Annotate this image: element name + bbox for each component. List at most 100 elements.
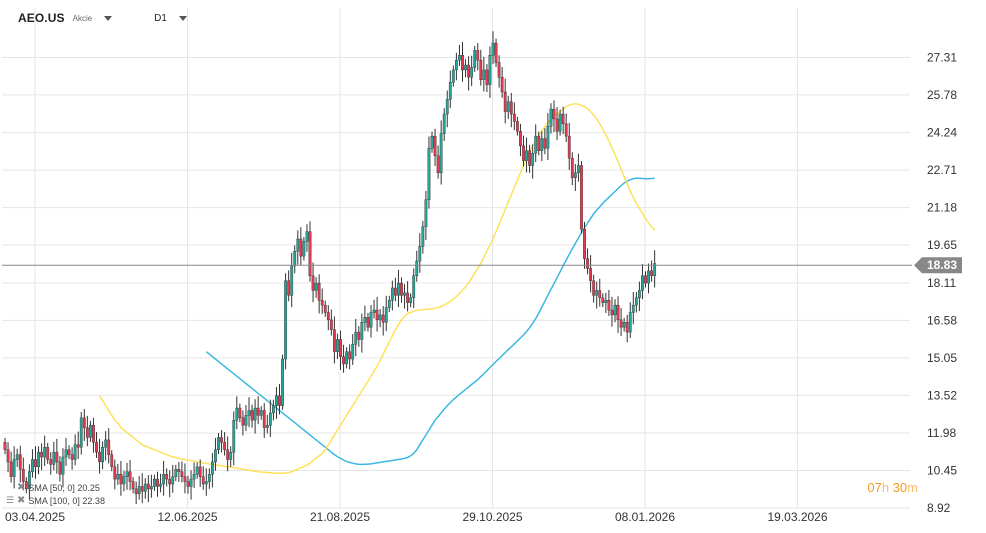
- candle: [403, 284, 406, 309]
- x-tick-label: 19.03.2026: [767, 510, 827, 524]
- candle-body: [265, 424, 269, 428]
- candle-body: [293, 251, 297, 267]
- candle: [149, 474, 153, 498]
- candle-body: [198, 466, 202, 477]
- candle-body: [229, 451, 233, 460]
- candle: [31, 449, 34, 478]
- candle: [409, 293, 413, 308]
- candle: [580, 161, 583, 234]
- candle: [558, 109, 562, 136]
- candle-body: [561, 113, 565, 125]
- legend-row-sma50: ✖ SMA [50, 0] 20.25: [6, 481, 105, 494]
- candle-body: [149, 486, 153, 490]
- candle-body: [79, 417, 83, 448]
- candle-body: [403, 292, 406, 296]
- candle-body: [653, 263, 657, 276]
- candle: [223, 432, 226, 456]
- candle-body: [37, 451, 40, 468]
- candle-body: [375, 309, 379, 321]
- candle-body: [311, 275, 315, 291]
- candle-body: [238, 407, 242, 419]
- candle: [638, 281, 641, 312]
- candle-body: [619, 319, 623, 328]
- candle-body: [345, 351, 348, 365]
- candle: [308, 221, 312, 282]
- candle-body: [436, 155, 440, 174]
- symbol-dropdown-icon[interactable]: [104, 15, 113, 21]
- candle-body: [467, 64, 470, 78]
- candle: [613, 299, 617, 323]
- candle-body: [128, 471, 132, 482]
- candle-body: [113, 466, 117, 480]
- candle-body: [573, 172, 577, 178]
- candle-body: [430, 135, 434, 149]
- candle: [67, 445, 71, 459]
- candle: [351, 334, 355, 365]
- candle: [439, 120, 443, 185]
- candle-body: [131, 481, 135, 490]
- candle-body: [168, 478, 172, 485]
- candle: [348, 344, 352, 370]
- candles: [3, 31, 657, 505]
- candle: [333, 316, 336, 364]
- candle: [3, 437, 7, 455]
- candle-body: [336, 339, 339, 352]
- menu-icon[interactable]: ☰: [6, 495, 15, 505]
- candle: [268, 399, 272, 437]
- candle: [644, 271, 647, 288]
- candle: [375, 296, 379, 332]
- candle-body: [351, 344, 355, 360]
- candle: [372, 299, 376, 319]
- countdown-minutes-unit: m: [907, 480, 918, 495]
- candle: [195, 462, 199, 479]
- candle: [159, 473, 162, 493]
- symbol-name[interactable]: AEO.US: [18, 11, 65, 25]
- candle-body: [34, 459, 37, 468]
- candle: [110, 450, 114, 472]
- candle-body: [333, 329, 336, 352]
- timeframe-label[interactable]: D1: [154, 12, 167, 24]
- candle-body: [116, 473, 120, 480]
- candle: [607, 289, 611, 316]
- candle-body: [262, 410, 266, 428]
- candle: [287, 270, 291, 302]
- candle-body: [528, 150, 532, 166]
- candle-body: [253, 407, 257, 421]
- candle-body: [586, 258, 589, 269]
- candle-body: [320, 300, 324, 306]
- candle: [430, 131, 434, 153]
- candle-body: [140, 486, 144, 492]
- y-tick-label: 8.92: [927, 501, 951, 515]
- candle-body: [570, 157, 574, 178]
- candle-body: [363, 317, 367, 323]
- candle-body: [247, 410, 251, 416]
- candle: [464, 59, 467, 78]
- candle-body: [46, 447, 50, 460]
- y-tick-label: 18.11: [927, 276, 956, 290]
- candle-body: [58, 461, 62, 475]
- candle-body: [122, 476, 126, 485]
- candle: [363, 305, 367, 332]
- y-axis: 27.31 25.78 24.24 22.71 21.18 19.65 18.11 16.58…: [927, 50, 957, 515]
- remove-sma50-icon[interactable]: ✖: [17, 482, 26, 493]
- candle: [628, 302, 632, 338]
- timeframe-dropdown-icon[interactable]: [178, 15, 187, 21]
- candle: [592, 274, 596, 303]
- candle: [467, 56, 470, 91]
- candle-body: [95, 442, 98, 453]
- remove-sma100-icon[interactable]: ✖: [17, 495, 26, 506]
- candle-body: [512, 113, 516, 122]
- candle: [37, 446, 40, 475]
- candle: [296, 230, 300, 265]
- countdown-hours-unit: h: [881, 480, 890, 495]
- candle: [46, 442, 50, 464]
- candle-body: [641, 275, 644, 291]
- candle-body: [299, 238, 303, 257]
- candle: [500, 67, 504, 98]
- candle: [552, 100, 556, 133]
- candle-body: [272, 405, 275, 414]
- candle-body: [180, 471, 184, 477]
- candle: [577, 153, 580, 182]
